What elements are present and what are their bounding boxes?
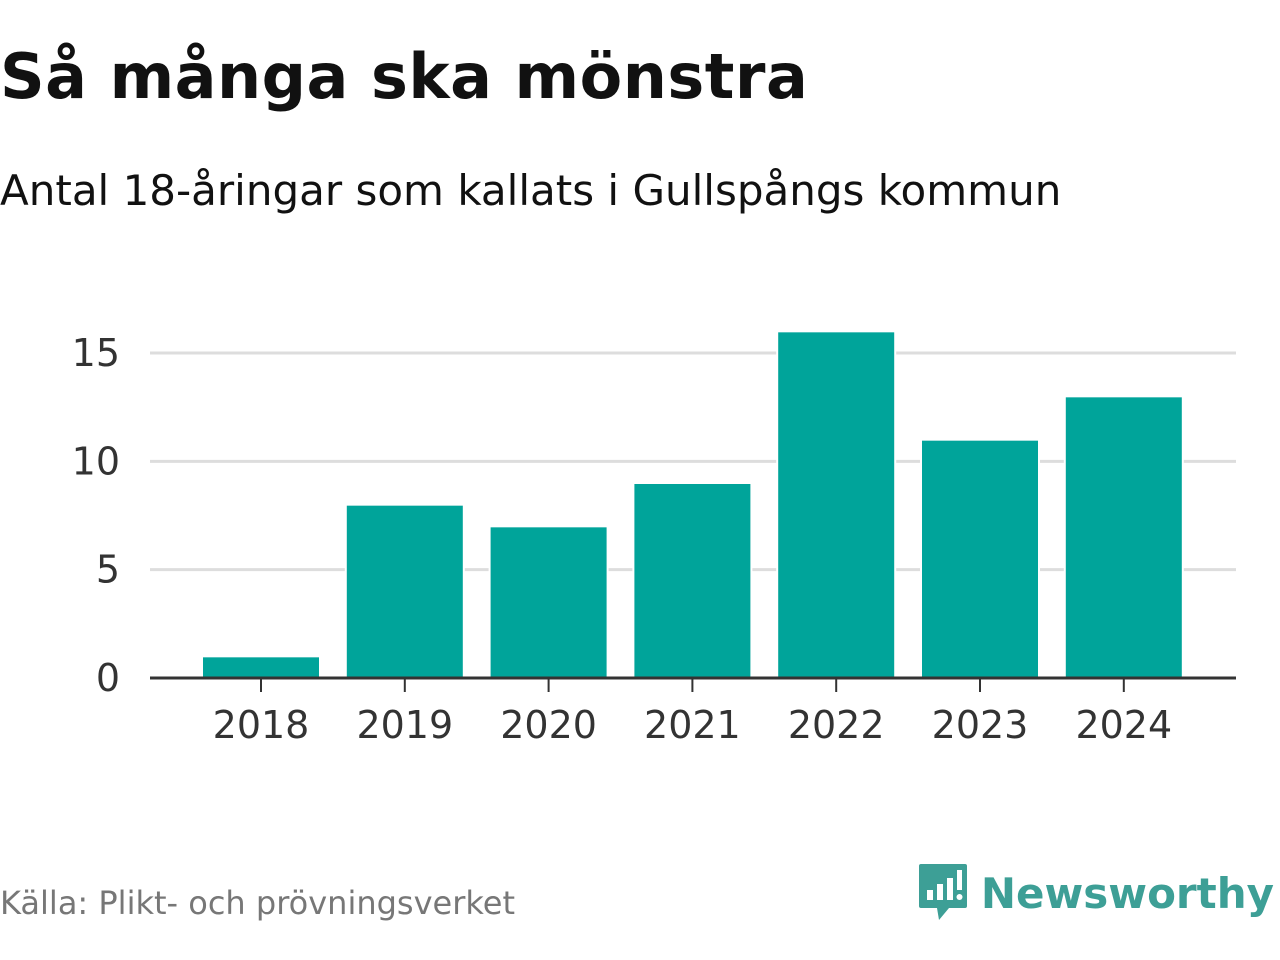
y-tick-label: 10 [72,439,120,483]
newsworthy-logo-icon [918,864,967,920]
x-tick-label: 2021 [644,703,741,747]
brand-logo: Newsworthy [917,862,1274,924]
y-tick-label: 0 [96,656,120,700]
x-tick-label: 2023 [932,703,1029,747]
x-tick-label: 2018 [213,703,310,747]
x-tick-label: 2019 [356,703,453,747]
x-tick-label: 2024 [1075,703,1172,747]
bar-2019 [344,503,465,679]
bar-2023 [920,438,1040,679]
bar-2020 [488,525,609,679]
chart-title: Så många ska mönstra [0,40,809,113]
y-tick-label: 5 [96,548,120,592]
bars [201,330,1184,679]
y-tick-label: 15 [72,331,120,375]
axes: 0 5 10 15 2018 2019 2020 2021 2022 2023 2024 [72,331,1236,747]
chart-subtitle: Antal 18-åringar som kallats i Gullspång… [0,166,1062,215]
x-tick-label: 2022 [788,703,885,747]
bar-2018 [201,655,321,679]
bar-chart: 0 5 10 15 2018 2019 2020 2021 2022 2023 2024 [72,330,1236,747]
bar-2022 [776,330,897,679]
x-tick-label: 2020 [500,703,597,747]
source-note: Källa: Plikt- och prövningsverket [0,884,515,922]
bar-2021 [632,482,753,679]
bar-2024 [1063,395,1184,679]
brand-name: Newsworthy [980,868,1274,918]
